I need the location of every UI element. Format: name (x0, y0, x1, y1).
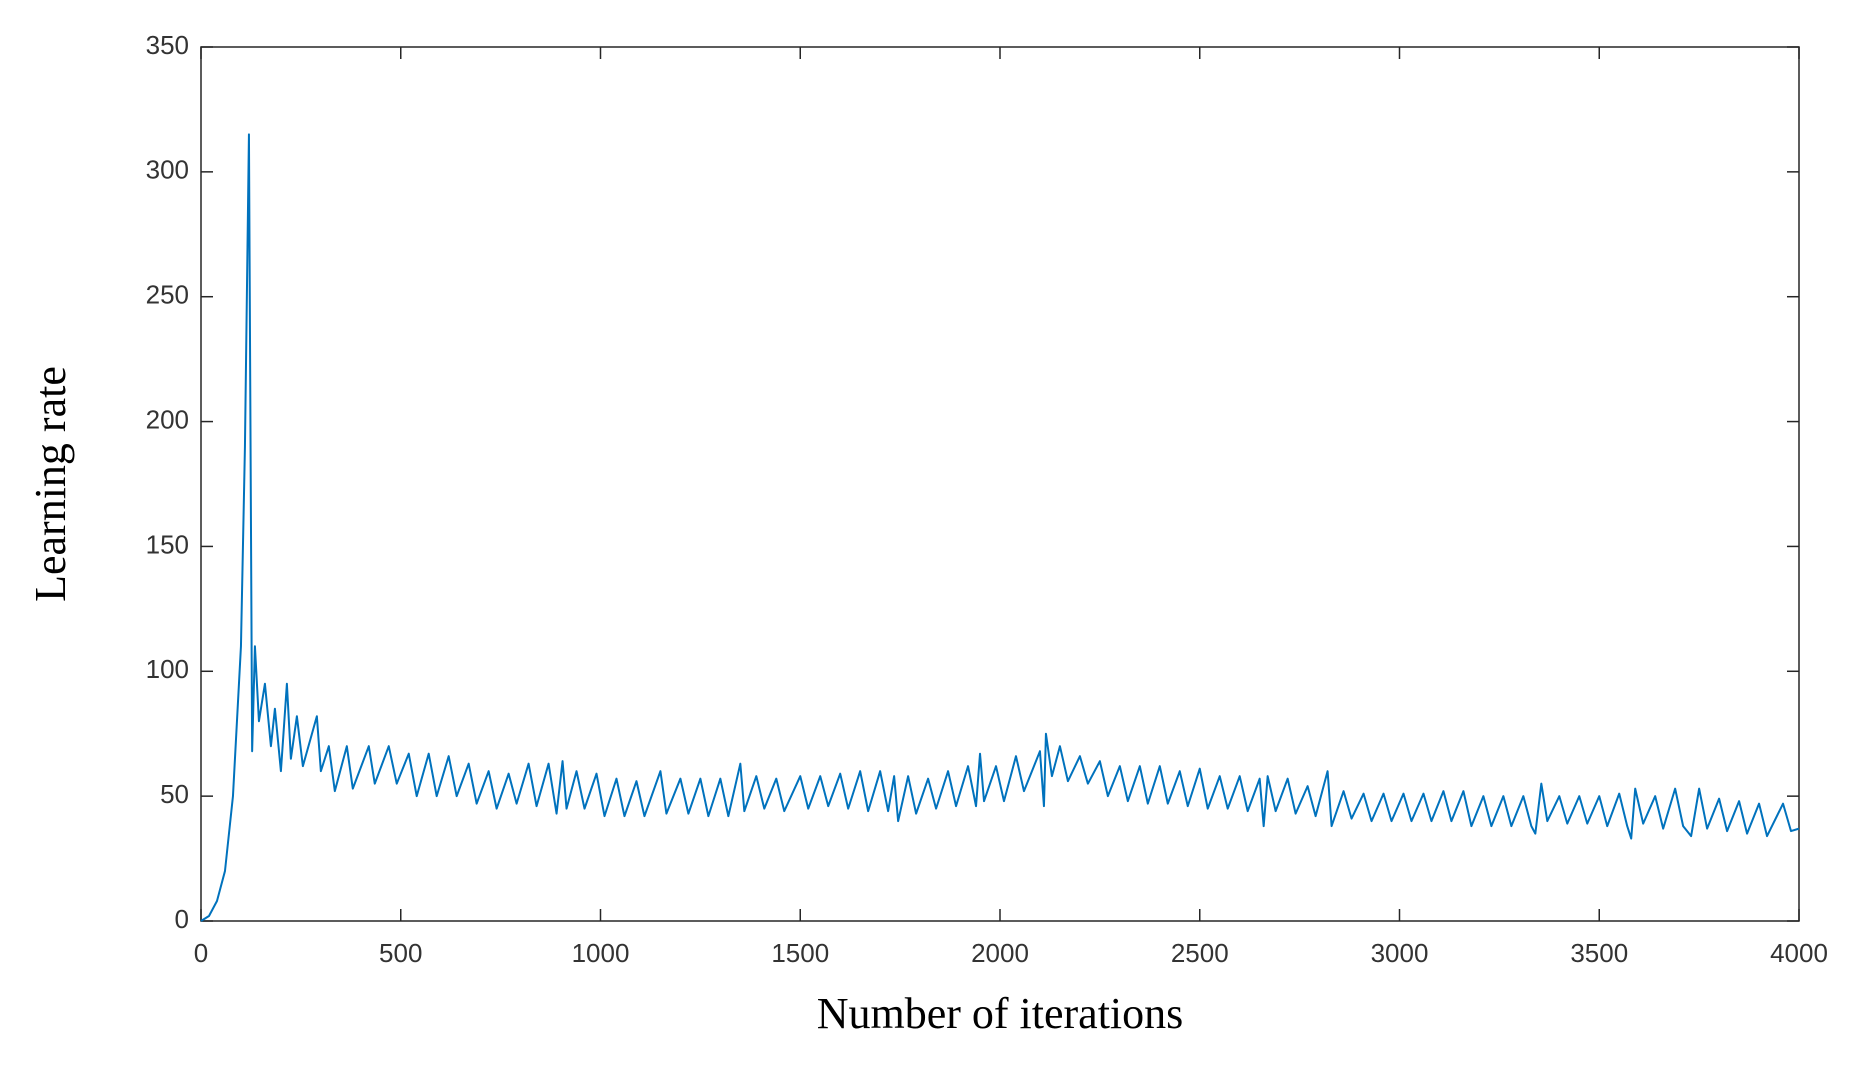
x-tick-label: 3500 (1570, 938, 1628, 968)
x-tick-label: 1500 (771, 938, 829, 968)
x-tick-label: 500 (379, 938, 422, 968)
x-tick-label: 3000 (1371, 938, 1429, 968)
x-tick-label: 0 (194, 938, 208, 968)
y-tick-label: 250 (146, 280, 189, 310)
y-tick-label: 200 (146, 404, 189, 434)
y-tick-label: 300 (146, 155, 189, 185)
data-line (200, 133, 1800, 922)
x-tick-label: 1000 (572, 938, 630, 968)
plot-frame (200, 46, 1800, 922)
y-axis-title: Learning rate (26, 366, 75, 602)
y-tick-label: 50 (160, 779, 189, 809)
x-tick-label: 4000 (1770, 938, 1828, 968)
y-tick-label: 150 (146, 529, 189, 559)
y-tick-label: 0 (175, 904, 189, 934)
x-axis-title: Number of iterations (817, 989, 1184, 1038)
x-tick-label: 2000 (971, 938, 1029, 968)
y-tick-label: 350 (146, 30, 189, 60)
y-tick-label: 100 (146, 654, 189, 684)
x-tick-label: 2500 (1171, 938, 1229, 968)
